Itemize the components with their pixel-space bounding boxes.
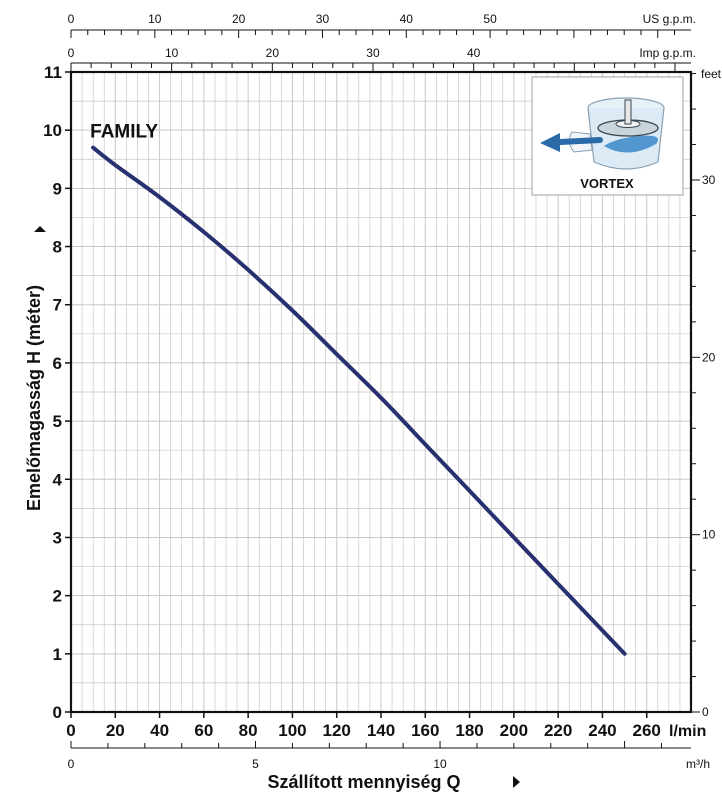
y-axis-title: Emelőmagasság H (méter) [24,285,44,511]
bottom-axes: 0 20 40 60 80 100 120 140 160 180 200 220 240 260 l/mi… [66,712,710,771]
x-tick-label: 140 [367,721,395,740]
us-gpm-unit-label: US g.p.m. [643,12,696,26]
y-tick-label: 1 [53,645,62,664]
y-tick-label: 7 [53,296,62,315]
x-tick-label: 80 [239,721,258,740]
y-tick-label: 8 [53,238,62,257]
feet-tick-label: 30 [702,173,716,187]
series-line-family [91,145,627,656]
us-gpm-tick-label: 20 [232,12,246,26]
y-tick-label: 2 [53,587,62,606]
feet-tick-label: 10 [702,528,716,542]
us-gpm-tick-label: 30 [316,12,330,26]
feet-axis: 0 10 20 30 feet [691,67,722,719]
feet-tick-label: 0 [702,705,709,719]
y-tick-label: 4 [53,470,63,489]
vortex-impeller-icon [540,97,665,170]
x-tick-label: 120 [323,721,351,740]
y-tick-label: 9 [53,179,62,198]
x-tick-label: 220 [544,721,572,740]
imp-gpm-tick-label: 20 [266,46,280,60]
series-layer: FAMILY [90,122,627,656]
x-tick-label: 60 [194,721,213,740]
us-gpm-tick-label: 0 [68,12,75,26]
x-tick-label: 20 [106,721,125,740]
x-tick-label: 100 [278,721,306,740]
x-axis-title: Szállított mennyiség Q [267,772,460,792]
y-tick-label: 11 [44,63,62,82]
vortex-inset: VORTEX [531,76,684,196]
x-tick-label: 260 [633,721,661,740]
us-gpm-tick-label: 50 [483,12,497,26]
m3h-tick-label: 10 [433,757,447,771]
x-tick-label: 40 [150,721,169,740]
y-tick-label: 0 [53,703,62,722]
feet-tick-label: 20 [702,350,716,364]
y-arrow-icon [34,226,46,232]
y-tick-label: 6 [53,354,62,373]
top-axes: 0 10 20 30 40 50 US g.p.m. 0 10 20 30 40 Imp g.p.m. [68,12,696,71]
x-tick-label: 160 [411,721,439,740]
us-gpm-tick-label: 10 [148,12,162,26]
y-tick-label: 5 [53,412,62,431]
x-arrow-icon [513,776,520,788]
series-label: FAMILY [90,122,158,143]
y-tick-label: 10 [43,121,62,140]
imp-gpm-tick-label: 40 [467,46,481,60]
imp-gpm-tick-label: 0 [68,46,75,60]
m3h-unit-label: m³/h [686,757,710,771]
imp-gpm-unit-label: Imp g.p.m. [639,46,696,60]
y-tick-label: 3 [53,528,62,547]
x-tick-label: 180 [455,721,483,740]
x-tick-label: 240 [588,721,616,740]
us-gpm-tick-label: 40 [400,12,414,26]
x-tick-label: 0 [66,721,75,740]
imp-gpm-tick-label: 10 [165,46,179,60]
inset-label: VORTEX [580,176,634,191]
feet-unit-label: feet [701,67,722,81]
imp-gpm-tick-label: 30 [366,46,380,60]
y-axis: 0 1 2 3 4 5 6 7 8 9 10 11 [43,63,71,722]
x-unit-label: l/min [669,723,706,740]
m3h-tick-label: 5 [252,757,259,771]
x-tick-label: 200 [500,721,528,740]
m3h-tick-label: 0 [68,757,75,771]
